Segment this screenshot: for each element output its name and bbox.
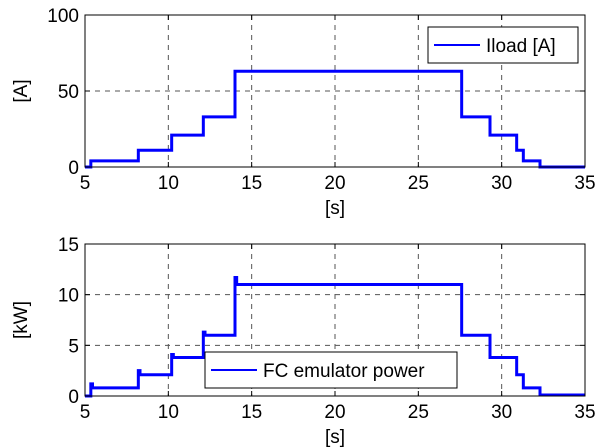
x-axis-label: [s] — [325, 198, 345, 219]
x-tick-label: 15 — [241, 402, 262, 423]
y-tick-label: 0 — [68, 387, 79, 408]
y-tick-label: 15 — [58, 235, 79, 256]
x-tick-label: 5 — [80, 402, 91, 423]
x-tick-label: 15 — [241, 173, 262, 194]
y-axis-label: [A] — [11, 79, 32, 102]
x-tick-label: 35 — [574, 402, 595, 423]
x-tick-label: 10 — [158, 402, 179, 423]
x-tick-label: 20 — [324, 402, 345, 423]
x-tick-label: 30 — [491, 173, 512, 194]
legend: FC emulator power — [204, 351, 458, 389]
x-tick-label: 10 — [158, 173, 179, 194]
y-tick-label: 100 — [47, 6, 79, 27]
y-tick-label: 10 — [58, 286, 79, 307]
legend-label: Iload [A] — [486, 36, 556, 57]
legend: Iload [A] — [427, 26, 579, 64]
x-tick-label: 25 — [408, 402, 429, 423]
y-tick-label: 5 — [68, 336, 79, 357]
x-tick-label: 5 — [80, 173, 91, 194]
series-line-1 — [85, 69, 585, 169]
x-tick-label: 30 — [491, 402, 512, 423]
x-axis-label: [s] — [325, 427, 345, 448]
y-axis-label: [kW] — [11, 301, 32, 339]
series-line-1 — [85, 275, 585, 398]
x-tick-label: 20 — [324, 173, 345, 194]
x-tick-label: 35 — [574, 173, 595, 194]
y-tick-label: 0 — [68, 158, 79, 179]
x-tick-label: 25 — [408, 173, 429, 194]
legend-label: FC emulator power — [263, 361, 425, 382]
subplot-1: 5 10 15 20 25 30 35 0 50 100 [s] [A] Iload [A] — [11, 6, 595, 219]
y-tick-label: 50 — [58, 82, 79, 103]
